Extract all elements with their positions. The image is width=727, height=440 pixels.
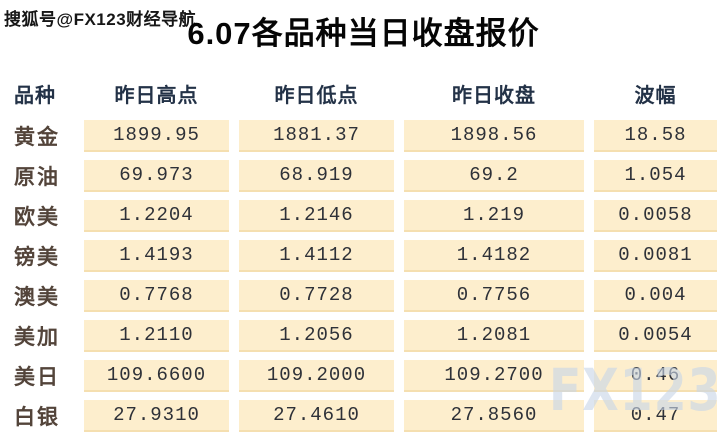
cell-low: 68.919 xyxy=(239,160,394,192)
cell-close: 1898.56 xyxy=(404,120,584,152)
cell-product: 白银 xyxy=(10,400,74,432)
cell-high: 27.9310 xyxy=(84,400,229,432)
table-row: 澳美 0.7768 0.7728 0.7756 0.004 xyxy=(10,280,717,312)
cell-low: 1881.37 xyxy=(239,120,394,152)
cell-low: 1.2146 xyxy=(239,200,394,232)
header-row: 品种 昨日高点 昨日低点 昨日收盘 波幅 xyxy=(10,64,717,112)
cell-product: 澳美 xyxy=(10,280,74,312)
cell-range: 0.0058 xyxy=(594,200,717,232)
cell-range: 18.58 xyxy=(594,120,717,152)
cell-product: 原油 xyxy=(10,160,74,192)
cell-close: 109.2700 xyxy=(404,360,584,392)
cell-range: 0.0054 xyxy=(594,320,717,352)
cell-close: 69.2 xyxy=(404,160,584,192)
cell-close: 0.7756 xyxy=(404,280,584,312)
quotes-table-image: 搜狐号@FX123财经导航 6.07各品种当日收盘报价 品种 昨日高点 昨日低点… xyxy=(4,10,721,432)
cell-high: 109.6600 xyxy=(84,360,229,392)
table-row: 镑美 1.4193 1.4112 1.4182 0.0081 xyxy=(10,240,717,272)
page-title: 6.07各品种当日收盘报价 xyxy=(187,16,540,51)
cell-range: 0.46 xyxy=(594,360,717,392)
cell-range: 0.0081 xyxy=(594,240,717,272)
cell-high: 1.2110 xyxy=(84,320,229,352)
table-row: 原油 69.973 68.919 69.2 1.054 xyxy=(10,160,717,192)
cell-product: 镑美 xyxy=(10,240,74,272)
col-header-prev-high: 昨日高点 xyxy=(114,85,199,107)
cell-close: 27.8560 xyxy=(404,400,584,432)
cell-high: 1.4193 xyxy=(84,240,229,272)
cell-product: 黄金 xyxy=(10,120,74,152)
cell-close: 1.4182 xyxy=(404,240,584,272)
col-header-range: 波幅 xyxy=(634,85,677,107)
cell-high: 69.973 xyxy=(84,160,229,192)
sohu-watermark: 搜狐号@FX123财经导航 xyxy=(4,10,197,29)
col-header-prev-close: 昨日收盘 xyxy=(452,85,536,107)
cell-product: 欧美 xyxy=(10,200,74,232)
cell-high: 0.7768 xyxy=(84,280,229,312)
col-header-product: 品种 xyxy=(14,85,56,107)
table-row: 美加 1.2110 1.2056 1.2081 0.0054 xyxy=(10,320,717,352)
cell-high: 1899.95 xyxy=(84,120,229,152)
cell-close: 1.2081 xyxy=(404,320,584,352)
cell-low: 1.4112 xyxy=(239,240,394,272)
table-row: 白银 27.9310 27.4610 27.8560 0.47 xyxy=(10,400,717,432)
cell-range: 0.47 xyxy=(594,400,717,432)
table-row: 美日 109.6600 109.2000 109.2700 0.46 xyxy=(10,360,717,392)
cell-close: 1.219 xyxy=(404,200,584,232)
cell-product: 美加 xyxy=(10,320,74,352)
cell-range: 1.054 xyxy=(594,160,717,192)
cell-low: 1.2056 xyxy=(239,320,394,352)
col-header-prev-low: 昨日低点 xyxy=(274,85,359,107)
cell-low: 27.4610 xyxy=(239,400,394,432)
cell-product: 美日 xyxy=(10,360,74,392)
quotes-table: 品种 昨日高点 昨日低点 昨日收盘 波幅 黄金 1899.95 1881.37 … xyxy=(0,56,727,440)
cell-range: 0.004 xyxy=(594,280,717,312)
cell-low: 109.2000 xyxy=(239,360,394,392)
table-row: 欧美 1.2204 1.2146 1.219 0.0058 xyxy=(10,200,717,232)
table-row: 黄金 1899.95 1881.37 1898.56 18.58 xyxy=(10,120,717,152)
cell-low: 0.7728 xyxy=(239,280,394,312)
cell-high: 1.2204 xyxy=(84,200,229,232)
